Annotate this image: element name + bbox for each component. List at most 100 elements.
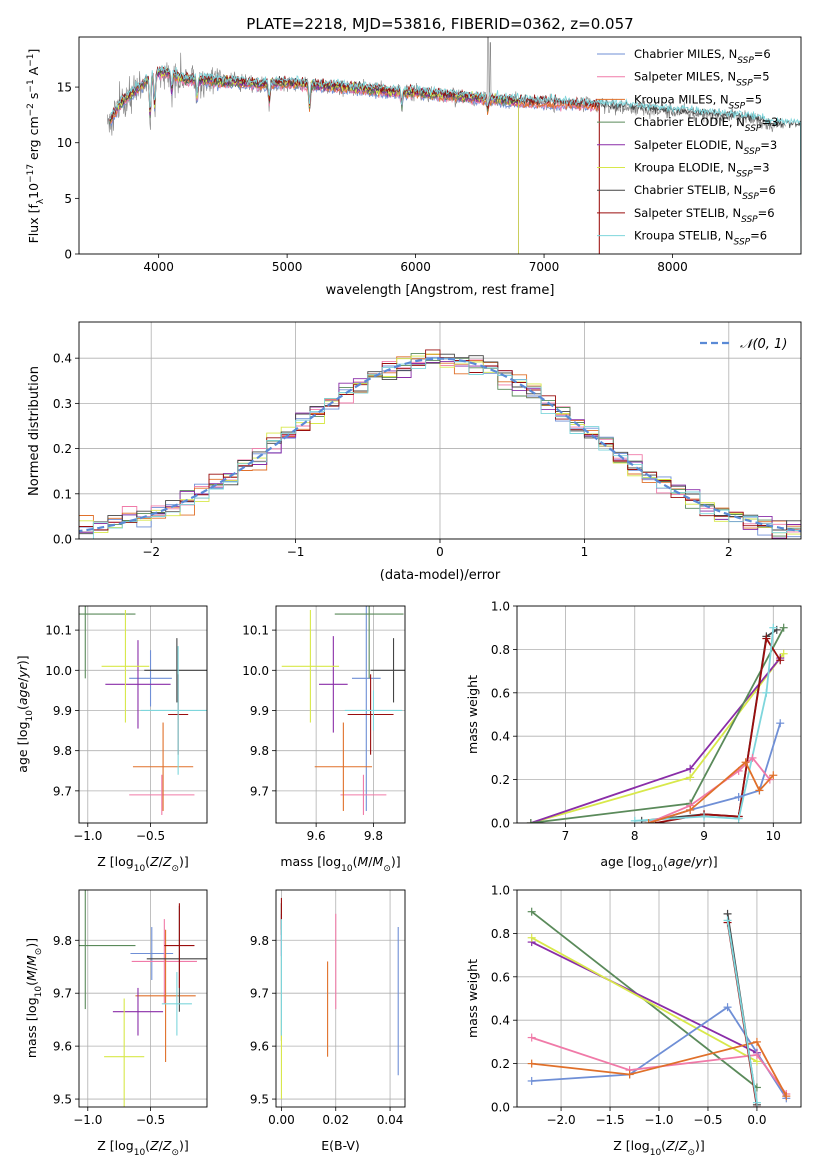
weight-vs-age-ytick-label: 0.4 <box>491 730 510 744</box>
spectrum-xtick-label: 7000 <box>529 260 560 274</box>
residuals-xtick-label: −2 <box>142 545 160 559</box>
weight-vs-age-ylabel: mass weight <box>465 675 480 754</box>
weight-vs-age-ytick-label: 0.8 <box>491 643 510 657</box>
weight-vs-age-ytick-label: 1.0 <box>491 600 510 614</box>
model-spectrum-salpeter-stelib <box>109 65 600 254</box>
weight-vs-z-xtick-label: −2.0 <box>546 1113 575 1127</box>
weight-vs-z-xtick-label: −1.0 <box>644 1113 673 1127</box>
weight-vs-z-frame <box>516 889 802 1108</box>
residuals-plot-area <box>79 322 801 539</box>
legend-label: Salpeter MILES, NSSP=5 <box>634 70 770 89</box>
age-vs-mass-ytick-label: 9.7 <box>250 784 269 798</box>
weight-vs-age-xlabel: age [log10(age/yr)] <box>600 854 717 874</box>
weight-vs-z-ytick-label: 0.6 <box>491 970 510 984</box>
age-vs-z-ytick-label: 9.7 <box>53 784 72 798</box>
mass-vs-ebv-ytick-label: 9.5 <box>250 1093 269 1107</box>
legend-label: Kroupa STELIB, NSSP=6 <box>634 229 767 248</box>
legend-label: Kroupa MILES, NSSP=5 <box>634 92 762 111</box>
mass-vs-ebv-plot-area <box>276 890 405 1107</box>
mass-vs-ebv-xtick-label: 0.02 <box>322 1113 349 1127</box>
weight-vs-z-ytick-label: 0.4 <box>491 1014 510 1028</box>
legend-label: Chabrier ELODIE, NSSP=3 <box>634 115 778 134</box>
spectrum-plot-area <box>107 37 801 254</box>
residuals-ytick-label: 0.1 <box>53 487 72 501</box>
age-vs-z-xlabel: Z [log10(Z/Z⊙)] <box>97 854 189 874</box>
legend-label: Chabrier MILES, NSSP=6 <box>634 47 771 66</box>
residuals-xtick-label: −1 <box>287 545 305 559</box>
weight-vs-age-xtick-label: 7 <box>562 829 570 843</box>
series-salpeter-elodie <box>531 941 758 1054</box>
model-spectrum-chabrier-elodie <box>109 70 519 254</box>
weight-vs-z-xtick-label: 0.0 <box>747 1113 766 1127</box>
age-vs-mass-frame <box>275 605 406 824</box>
age-vs-mass-plot-area <box>276 606 405 823</box>
weight-vs-age-ytick-label: 0.0 <box>491 817 510 831</box>
mass-vs-z-xtick-label: −1.0 <box>73 1113 102 1127</box>
weight-vs-z-ytick-label: 1.0 <box>491 884 510 898</box>
normal-distribution-curve <box>79 357 801 533</box>
residuals-ylabel: Normed distribution <box>27 366 42 496</box>
age-vs-z-ytick-label: 10.0 <box>45 664 72 678</box>
spectrum-ylabel: Flux [fλ10−17 erg cm−2 s−1 A−1] <box>26 49 46 244</box>
spectrum-xtick-label: 8000 <box>657 260 688 274</box>
series-kroupa-miles <box>531 1040 788 1097</box>
series-salpeter-miles <box>531 1036 788 1095</box>
weight-vs-z-ytick-label: 0.8 <box>491 927 510 941</box>
weight-vs-age-xtick-label: 9 <box>700 829 708 843</box>
mass-vs-z-xtick-label: −0.5 <box>136 1113 165 1127</box>
age-vs-mass-xlabel: mass [log10(M/M⊙)] <box>280 854 400 874</box>
age-vs-mass-xtick-label: 9.8 <box>364 829 383 843</box>
residuals-xtick-label: 1 <box>581 545 589 559</box>
mass-vs-ebv-xtick-label: 0.00 <box>268 1113 295 1127</box>
mass-vs-z-panel: −1.0 −0.5 9.5 9.6 9.7 9.8 Z [log10(Z/Z⊙)] mass … <box>24 889 208 1158</box>
residuals-ytick-label: 0.0 <box>53 533 72 547</box>
weight-vs-z-xtick-label: −0.5 <box>693 1113 722 1127</box>
weight-vs-z-ylabel: mass weight <box>465 959 480 1038</box>
mass-vs-ebv-ytick-label: 9.8 <box>250 934 269 948</box>
spectrum-ytick-label: 15 <box>57 81 72 95</box>
weight-vs-age-ytick-label: 0.2 <box>491 773 510 787</box>
residuals-ytick-label: 0.2 <box>53 442 72 456</box>
mass-vs-ebv-panel: 0.00 0.02 0.04 9.5 9.6 9.7 9.8 E(B-V) <box>250 889 406 1153</box>
series-kroupa-stelib <box>726 920 758 1103</box>
series-salpeter-stelib <box>655 635 781 823</box>
age-vs-z-ytick-label: 10.1 <box>45 624 72 638</box>
mass-vs-z-plot-area <box>79 890 207 1107</box>
mass-vs-z-ylabel: mass [log10(M/M⊙)] <box>24 938 44 1058</box>
weight-vs-age-panel: 7 8 9 10 0.0 0.2 0.4 0.6 0.8 1.0 age [log10(age/yr… <box>465 600 802 874</box>
spectrum-ytick-label: 0 <box>64 248 72 262</box>
weight-vs-z-ytick-label: 0.2 <box>491 1057 510 1071</box>
mass-vs-ebv-xtick-label: 0.04 <box>377 1113 404 1127</box>
mass-vs-z-xlabel: Z [log10(Z/Z⊙)] <box>97 1138 189 1158</box>
age-vs-mass-ytick-label: 10.0 <box>242 664 269 678</box>
age-vs-z-ytick-label: 9.9 <box>53 704 72 718</box>
weight-vs-z-xtick-label: −1.5 <box>595 1113 624 1127</box>
spectrum-frame <box>78 36 802 255</box>
mass-vs-z-ytick-label: 9.8 <box>53 934 72 948</box>
legend-label: Salpeter ELODIE, NSSP=3 <box>634 138 777 157</box>
weight-vs-age-xtick-label: 8 <box>631 829 639 843</box>
series-chabrier-elodie <box>530 627 785 823</box>
legend-label: Kroupa ELODIE, NSSP=3 <box>634 161 770 180</box>
mass-vs-z-ytick-label: 9.5 <box>53 1093 72 1107</box>
legend-label: Chabrier STELIB, NSSP=6 <box>634 183 776 202</box>
series-kroupa-elodie <box>531 936 758 1063</box>
weight-vs-z-plot-area <box>517 890 801 1107</box>
age-vs-mass-panel: 9.6 9.8 9.7 9.8 9.9 10.0 10.1 mass [log10(M/M⊙)… <box>242 605 406 874</box>
weight-vs-z-ytick-label: 0.0 <box>491 1101 510 1115</box>
weight-vs-age-ytick-label: 0.6 <box>491 686 510 700</box>
mass-vs-ebv-ytick-label: 9.6 <box>250 1040 269 1054</box>
age-vs-mass-xtick-label: 9.6 <box>307 829 326 843</box>
age-vs-z-ytick-label: 9.8 <box>53 744 72 758</box>
spectrum-xtick-label: 4000 <box>143 260 174 274</box>
figure-title: PLATE=2218, MJD=53816, FIBERID=0362, z=0… <box>246 15 633 33</box>
age-vs-z-panel: −1.0 −0.5 9.7 9.8 9.9 10.0 10.1 Z [log10(Z/Z⊙)]… <box>15 605 208 874</box>
weight-vs-age-xtick-label: 10 <box>766 829 781 843</box>
spectrum-ytick-label: 10 <box>57 136 72 150</box>
spectrum-panel: 4000 5000 6000 7000 8000 0 5 10 15 wavelength [An… <box>26 36 802 298</box>
mass-vs-ebv-xlabel: E(B-V) <box>321 1138 360 1153</box>
residuals-xtick-label: 2 <box>725 545 733 559</box>
age-vs-z-xtick-label: −0.5 <box>136 829 165 843</box>
